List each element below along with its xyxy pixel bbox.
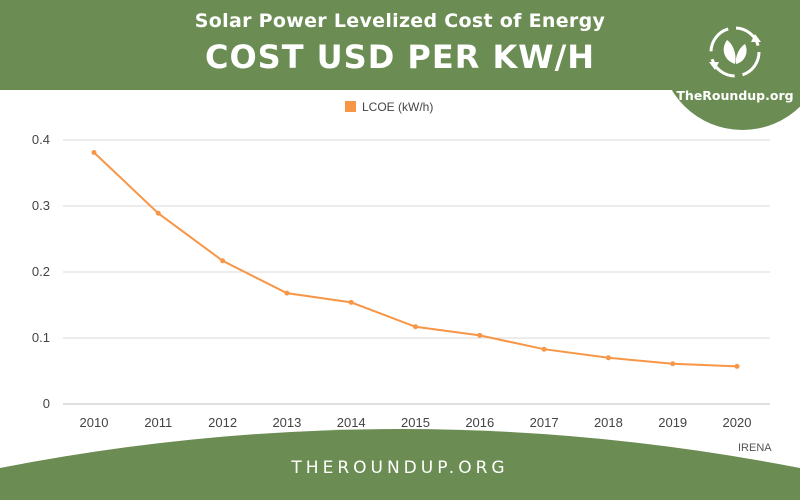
x-tick-label: 2014 [337, 415, 366, 430]
data-point [91, 150, 97, 156]
legend-label: LCOE (kW/h) [362, 100, 433, 114]
x-tick-label: 2016 [465, 415, 494, 430]
data-point [477, 332, 483, 338]
data-point [220, 258, 226, 264]
legend-swatch [345, 101, 356, 112]
y-tick-label: 0 [43, 396, 50, 411]
data-point [348, 299, 354, 305]
y-tick-label: 0.3 [32, 198, 50, 213]
footer-url[interactable]: THEROUNDUP.ORG [291, 458, 509, 478]
x-tick-label: 2011 [144, 415, 172, 430]
logo-text[interactable]: TheRoundup.org [676, 88, 794, 103]
data-point [413, 324, 418, 330]
leaf-recycle-icon [709, 26, 761, 78]
y-tick-label: 0.2 [32, 264, 50, 279]
data-point [670, 361, 676, 367]
y-tick-label: 0.1 [32, 330, 50, 345]
x-tick-label: 2018 [594, 415, 623, 430]
x-tick-label: 2012 [208, 415, 237, 430]
x-tick-label: 2013 [272, 415, 301, 430]
data-point [284, 290, 290, 296]
chart-title: COST USD PER KW/H [204, 38, 596, 76]
x-tick-label: 2017 [530, 415, 559, 430]
line-chart: 0 0.1 0.2 0.3 0.4 2010 2011 2012 2013 2014 2015 20… [0, 100, 800, 500]
data-point [155, 210, 161, 216]
chart-subtitle: Solar Power Levelized Cost of Energy [194, 10, 606, 32]
x-tick-label: 2019 [658, 415, 687, 430]
x-tick-label: 2020 [723, 415, 752, 430]
footer-arc [0, 429, 800, 500]
x-tick-label: 2015 [401, 415, 430, 430]
series-line [93, 151, 738, 368]
data-point [734, 363, 740, 369]
y-tick-label: 0.4 [32, 132, 50, 147]
x-tick-label: 2010 [80, 415, 109, 430]
data-point [605, 355, 611, 361]
data-point [541, 346, 547, 352]
source-label: IRENA [738, 442, 772, 454]
